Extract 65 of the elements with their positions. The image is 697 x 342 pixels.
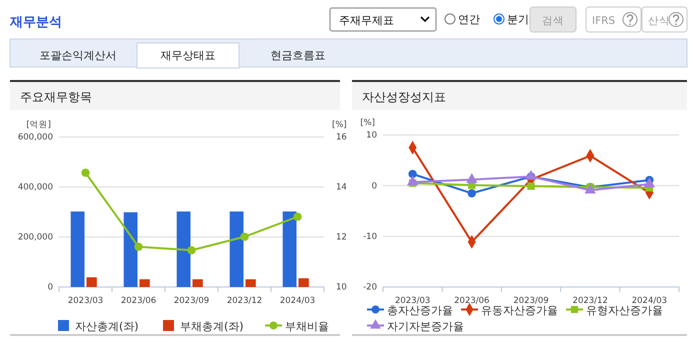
bar — [298, 278, 309, 287]
legend-label: 유동자산증가율 — [481, 304, 558, 317]
legend-label: 부채비율 — [285, 320, 329, 333]
y-tick-label: 200,000 — [18, 232, 53, 243]
y-tick-label: -10 — [363, 232, 377, 242]
point — [134, 242, 143, 251]
bar — [192, 279, 203, 287]
legend-label: 자기자본증가율 — [387, 320, 464, 333]
y-axis-title: [%] — [360, 118, 375, 128]
x-tick-label: 2024/03 — [632, 296, 668, 306]
y-axis-title: [억원] — [26, 120, 51, 130]
text: 연간 — [458, 13, 480, 26]
bar — [140, 279, 150, 287]
legend-label: 자산총계(좌) — [75, 320, 139, 333]
bar — [86, 277, 97, 287]
point — [406, 176, 418, 186]
point — [527, 182, 535, 190]
x-tick-label: 2023/09 — [174, 296, 210, 306]
text: 포괄손익계산서 — [40, 49, 116, 62]
x-tick-label: 2023/06 — [454, 296, 490, 306]
bar — [246, 279, 256, 287]
y2-axis-title: [%] — [332, 120, 347, 130]
point — [187, 246, 196, 254]
x-tick-label: 2024/03 — [280, 296, 316, 306]
legend-label: 총자산증가율 — [387, 304, 453, 317]
y2-tick-label: 16 — [336, 132, 347, 143]
y-tick-label: 0 — [48, 282, 53, 293]
bar — [230, 212, 244, 287]
point — [293, 212, 302, 221]
chart-title: 주요재무항목 — [20, 90, 92, 104]
y-tick-label: 0 — [372, 181, 377, 192]
text: 주재무제표 — [339, 14, 394, 27]
bar — [124, 212, 138, 287]
bar — [70, 212, 84, 287]
y-tick-label: 10 — [366, 130, 377, 141]
text: 재무분석 — [9, 15, 62, 30]
point — [81, 168, 90, 177]
point — [468, 189, 476, 198]
bar — [176, 212, 190, 287]
y-tick-label: 600,000 — [18, 132, 53, 143]
point — [644, 178, 656, 188]
y2-tick-label: 10 — [336, 282, 347, 293]
x-tick-label: 2023/12 — [226, 296, 262, 306]
text: IFRS — [592, 15, 616, 27]
point — [240, 232, 249, 241]
text: 현금흐름표 — [270, 49, 326, 62]
text: 분기 — [507, 13, 529, 26]
x-tick-label: 2023/03 — [394, 296, 430, 306]
x-tick-label: 2023/12 — [572, 296, 608, 306]
y-tick-label: 400,000 — [18, 182, 53, 193]
text: 검색 — [542, 15, 564, 27]
y2-tick-label: 14 — [336, 182, 347, 193]
y2-tick-label: 12 — [336, 232, 347, 243]
x-tick-label: 2023/03 — [68, 296, 104, 306]
x-tick-label: 2023/06 — [120, 296, 156, 306]
legend-label: 유형자산증가율 — [586, 304, 663, 317]
bar — [282, 212, 296, 287]
y-tick-label: -20 — [363, 282, 377, 293]
text: 재무상태표 — [160, 49, 216, 62]
point — [466, 173, 478, 183]
text: 산식 — [648, 15, 670, 27]
chart-title: 자산성장성지표 — [362, 90, 446, 104]
x-tick-label: 2023/09 — [513, 296, 549, 306]
legend-label: 부채총계(좌) — [180, 320, 244, 333]
point — [408, 170, 417, 178]
